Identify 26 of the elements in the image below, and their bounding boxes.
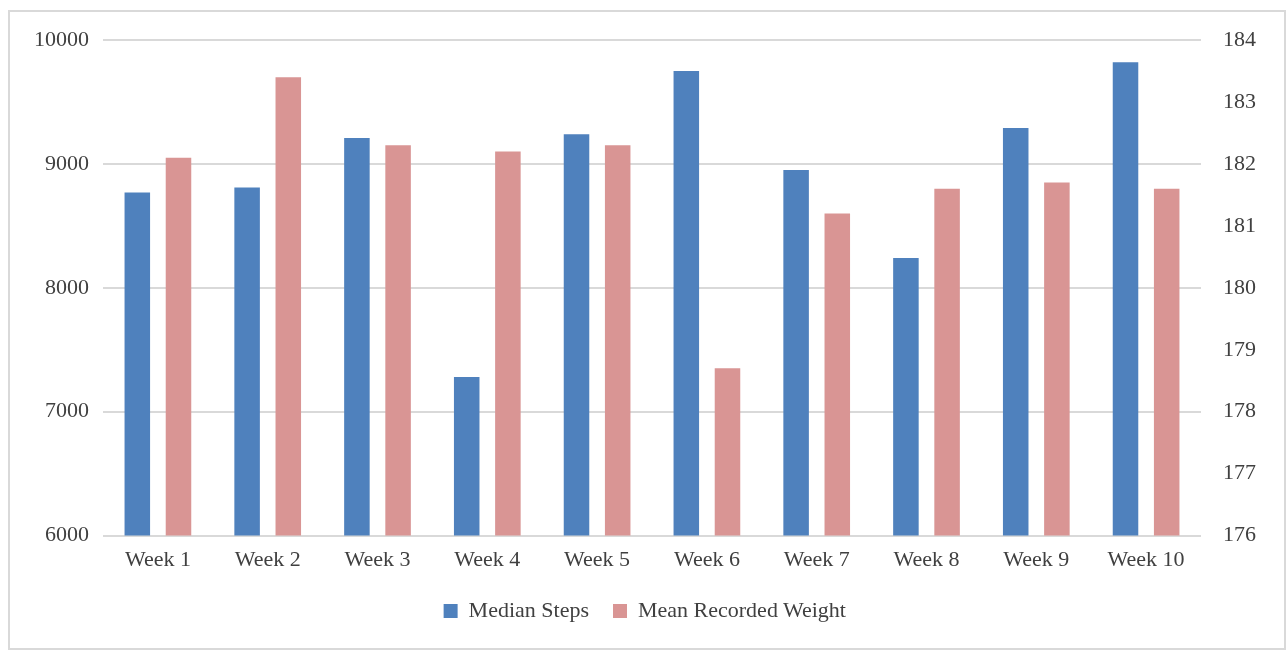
y2-tick-label: 182 [1223,149,1256,175]
x-tick-label: Week 2 [234,545,301,571]
y-tick-label: 8000 [45,273,89,299]
x-tick-label: Week 4 [454,545,521,571]
x-tick-label: Week 9 [1003,545,1070,571]
y-tick-label: 10000 [34,25,89,51]
y2-tick-label: 177 [1223,459,1256,485]
x-tick-label: Week 5 [564,545,631,571]
y2-tick-label: 184 [1223,25,1256,51]
x-tick-label: Week 10 [1107,545,1185,571]
y-tick-label: 7000 [45,397,89,423]
y2-tick-label: 181 [1223,211,1256,237]
x-tick-label: Week 6 [673,545,740,571]
y-tick-label: 6000 [45,521,89,547]
y2-tick-label: 176 [1223,521,1256,547]
y2-tick-label: 178 [1223,397,1256,423]
y2-tick-label: 179 [1223,335,1256,361]
y-tick-label: 9000 [45,149,89,175]
x-tick-label: Week 3 [344,545,411,571]
legend-label: Median Steps [468,596,590,622]
x-tick-label: Week 8 [893,545,960,571]
y2-tick-label: 183 [1223,87,1256,113]
x-tick-label: Week 7 [783,545,850,571]
y2-tick-label: 180 [1223,273,1256,299]
legend-label: Mean Recorded Weight [638,596,846,622]
x-tick-label: Week 1 [124,545,191,571]
